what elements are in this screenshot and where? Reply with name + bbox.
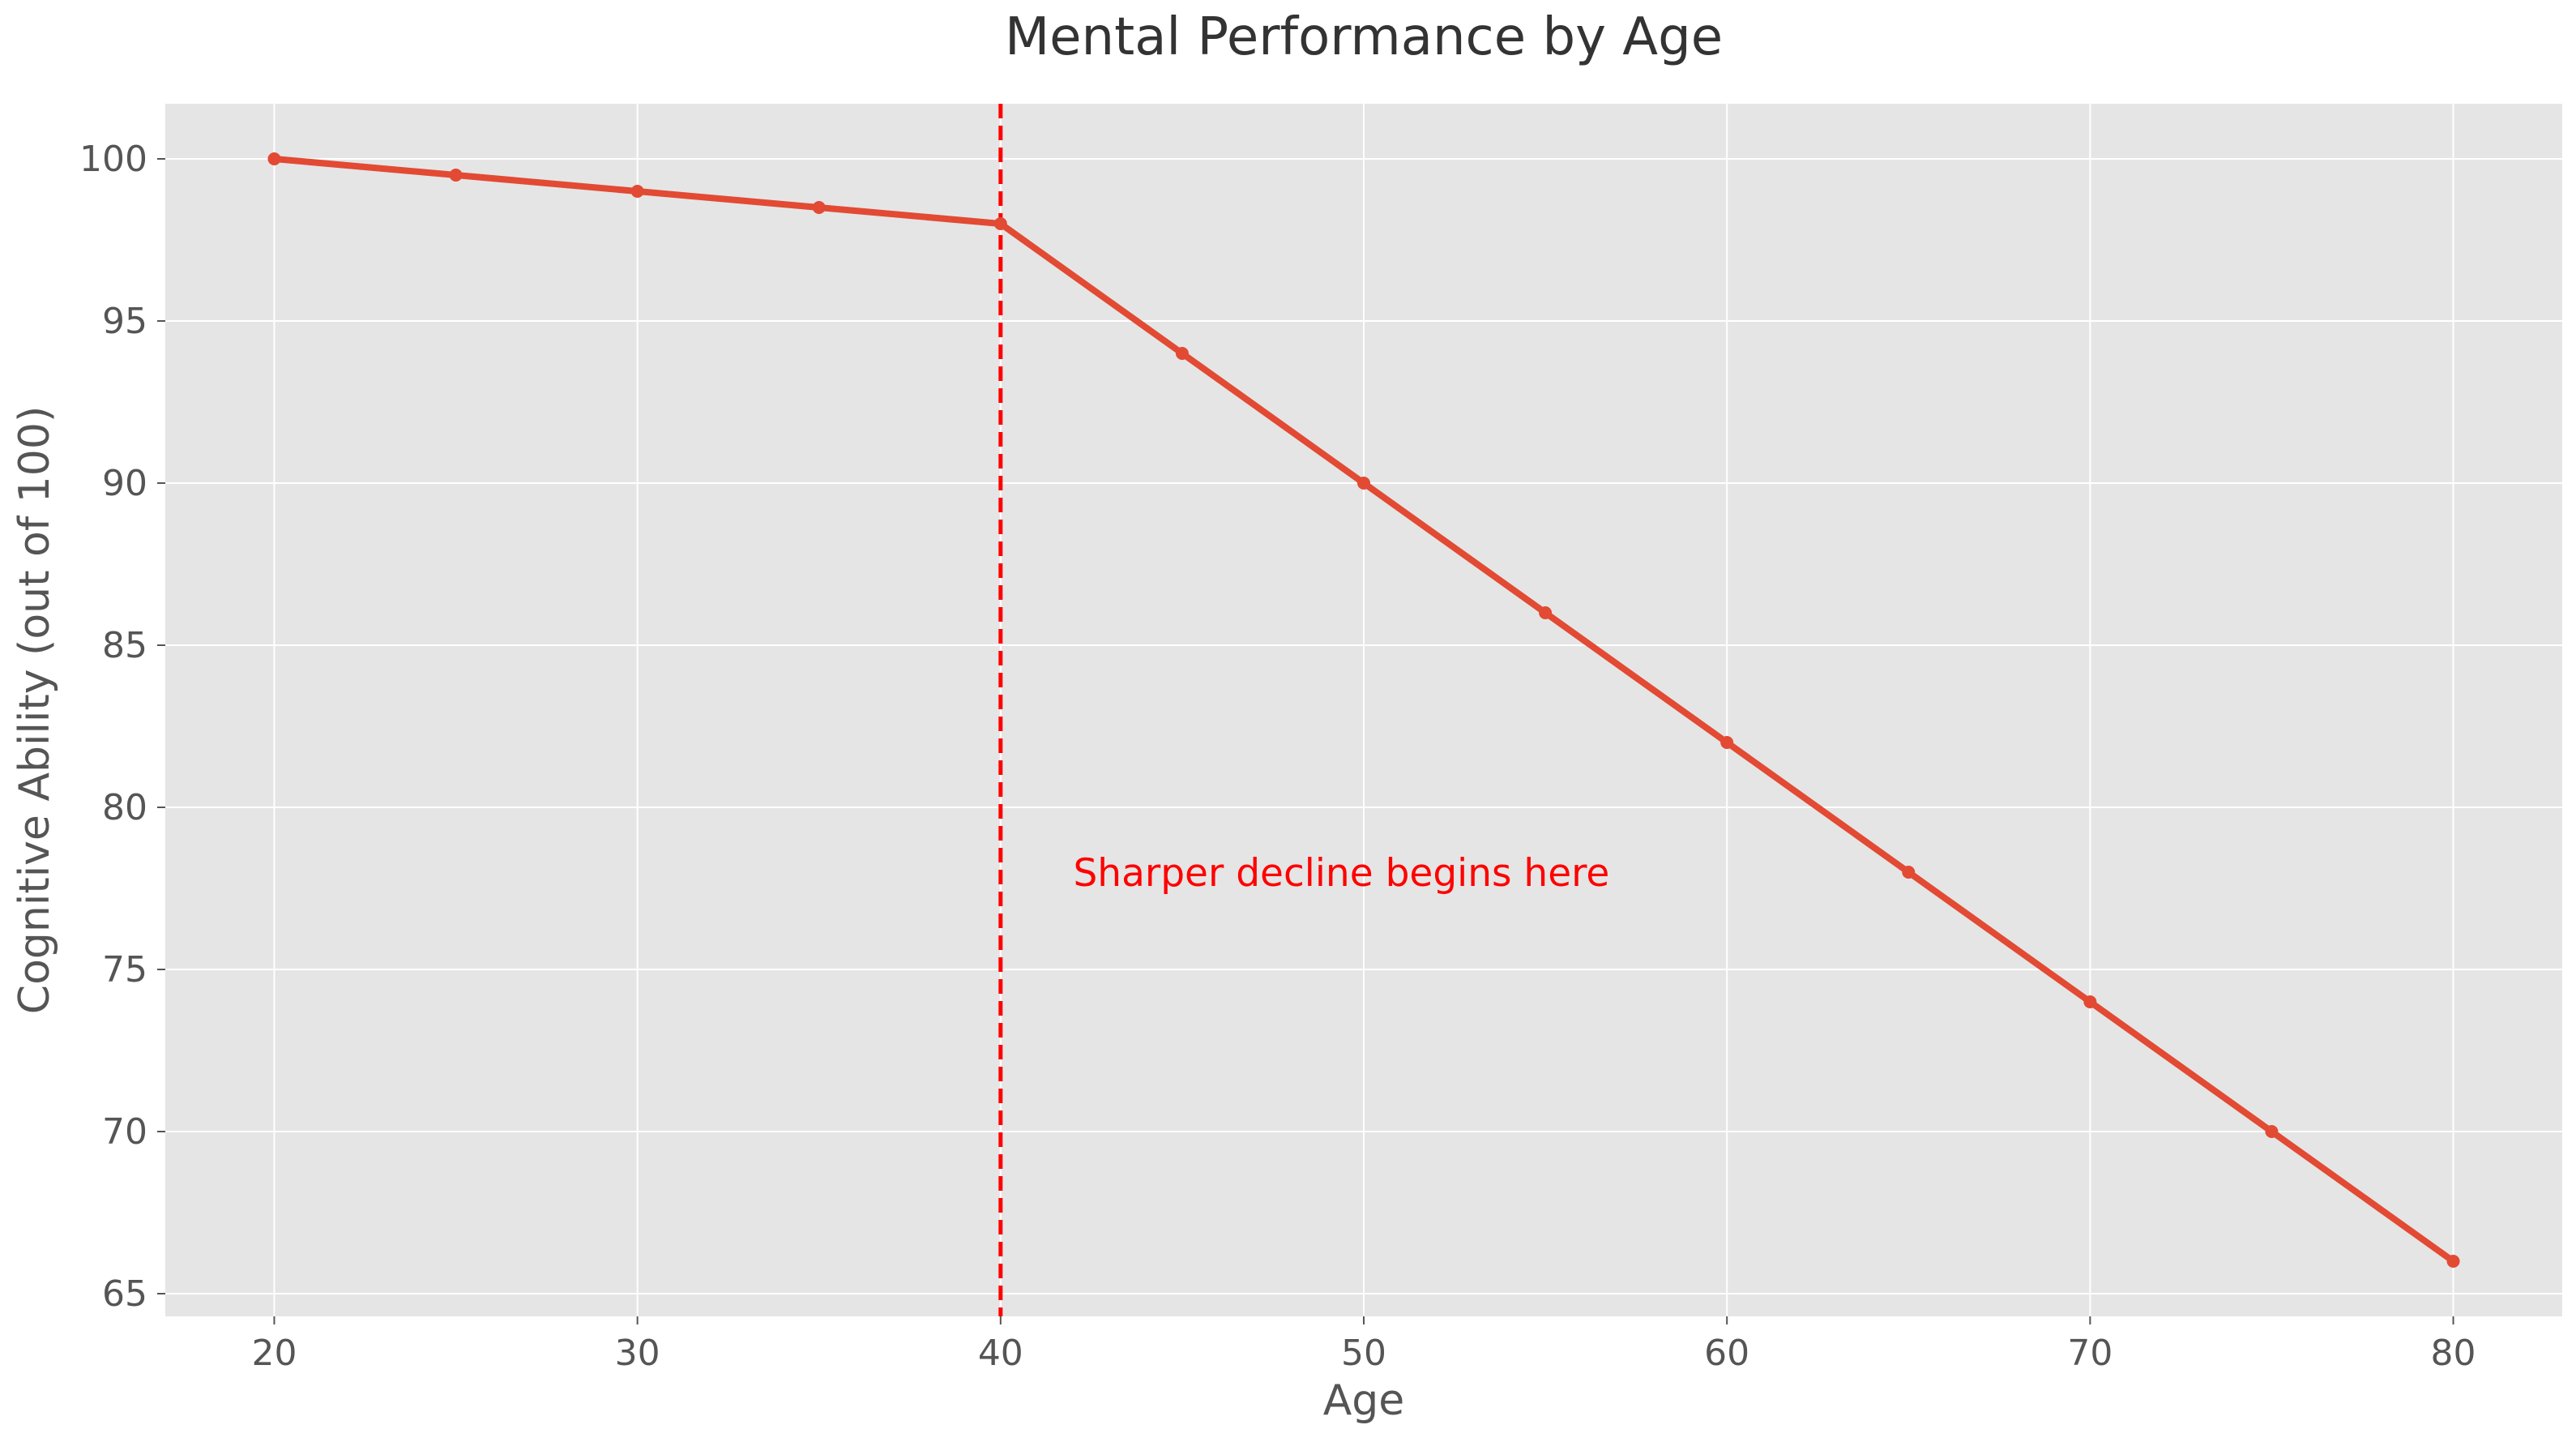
y-tick-label: 80 (102, 787, 147, 828)
series-group (267, 152, 2460, 1268)
x-axis-ticks: 20 30 40 50 60 70 80 (251, 1316, 2476, 1374)
chart-title: Mental Performance by Age (1005, 7, 1723, 67)
data-point (2083, 995, 2097, 1008)
x-tick-label: 50 (1341, 1333, 1386, 1374)
x-axis-label: Age (1323, 1376, 1405, 1425)
y-tick-label: 95 (102, 301, 147, 342)
x-tick-label: 80 (2431, 1333, 2476, 1374)
grid-lines (165, 104, 2562, 1316)
y-tick-label: 100 (79, 139, 147, 180)
data-point (2446, 1255, 2460, 1268)
data-point (812, 201, 826, 214)
x-tick-label: 70 (2067, 1333, 2112, 1374)
y-tick-label: 70 (102, 1111, 147, 1153)
x-tick-label: 40 (978, 1333, 1023, 1374)
y-tick-label: 75 (102, 949, 147, 991)
y-axis-label: Cognitive Ability (out of 100) (11, 406, 59, 1014)
data-point (1175, 347, 1189, 360)
y-tick-label: 65 (102, 1273, 147, 1315)
data-point (449, 169, 463, 182)
x-tick-label: 30 (615, 1333, 660, 1374)
y-axis-ticks: 65 70 75 80 85 90 95 100 (79, 139, 165, 1315)
y-tick-label: 90 (102, 463, 147, 504)
data-point (267, 152, 281, 165)
data-point (2265, 1125, 2279, 1138)
annotation-text: Sharper decline begins here (1073, 851, 1609, 896)
data-point (630, 185, 644, 198)
data-point (1720, 736, 1734, 749)
y-tick-label: 85 (102, 625, 147, 666)
data-point (1357, 477, 1370, 490)
x-tick-label: 20 (251, 1333, 297, 1374)
data-point (993, 217, 1007, 230)
data-point (1902, 866, 1916, 879)
data-point (1539, 606, 1553, 619)
x-tick-label: 60 (1704, 1333, 1749, 1374)
